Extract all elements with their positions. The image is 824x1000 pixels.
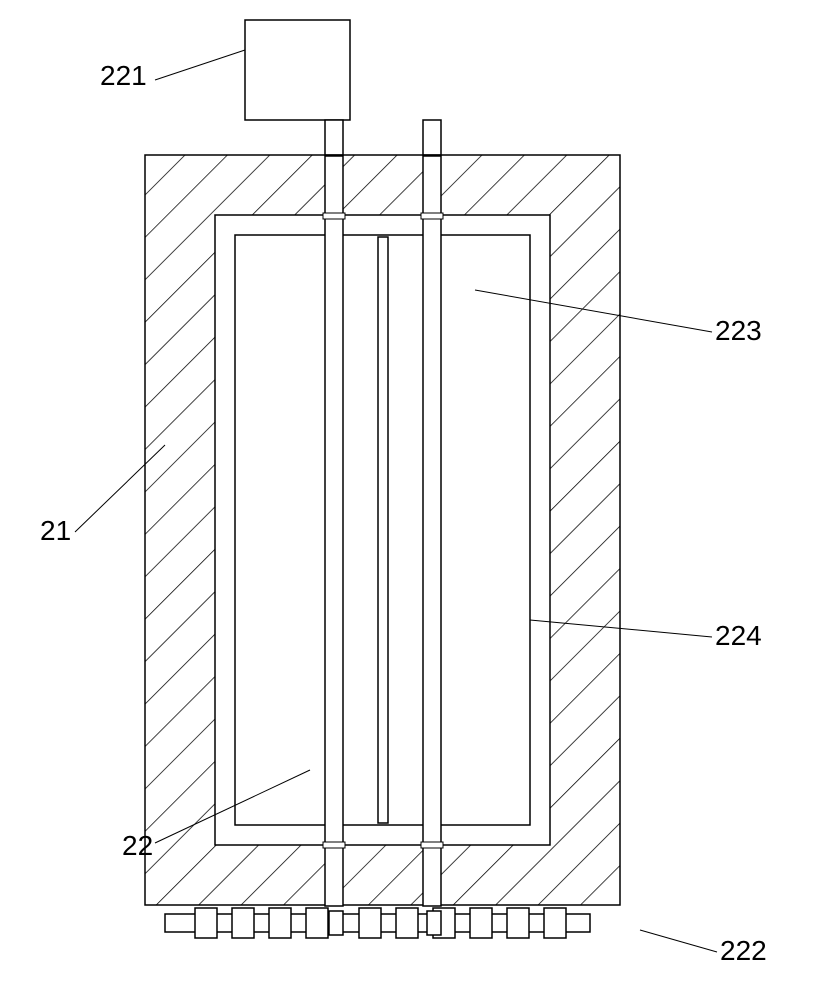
technical-diagram: 221 21 22 223 224 222	[0, 0, 824, 1000]
gear-block-8	[507, 908, 529, 938]
label-line-222	[640, 930, 717, 952]
label-21: 21	[40, 515, 71, 546]
bar-stem	[325, 120, 343, 155]
label-line-221	[155, 50, 245, 80]
label-222: 222	[720, 935, 767, 966]
bar-stem	[423, 120, 441, 155]
gear-block-5	[396, 908, 418, 938]
gear-block-9	[544, 908, 566, 938]
hinge-0	[323, 213, 345, 219]
gear-block-7	[470, 908, 492, 938]
label-224: 224	[715, 620, 762, 651]
gear-block-4	[359, 908, 381, 938]
hinge-1	[421, 213, 443, 219]
hinge-2	[323, 842, 345, 848]
gear-block-0	[195, 908, 217, 938]
gear-block-3	[306, 908, 328, 938]
gear-small-0	[329, 911, 343, 935]
middle-divider	[378, 237, 388, 823]
component-223-bar-0	[325, 156, 343, 906]
label-221: 221	[100, 60, 147, 91]
component-221	[245, 20, 350, 120]
gear-small-1	[427, 911, 441, 935]
label-223: 223	[715, 315, 762, 346]
label-22: 22	[122, 830, 153, 861]
component-223-bar-1	[423, 156, 441, 906]
hinge-3	[421, 842, 443, 848]
gear-block-2	[269, 908, 291, 938]
gear-block-1	[232, 908, 254, 938]
